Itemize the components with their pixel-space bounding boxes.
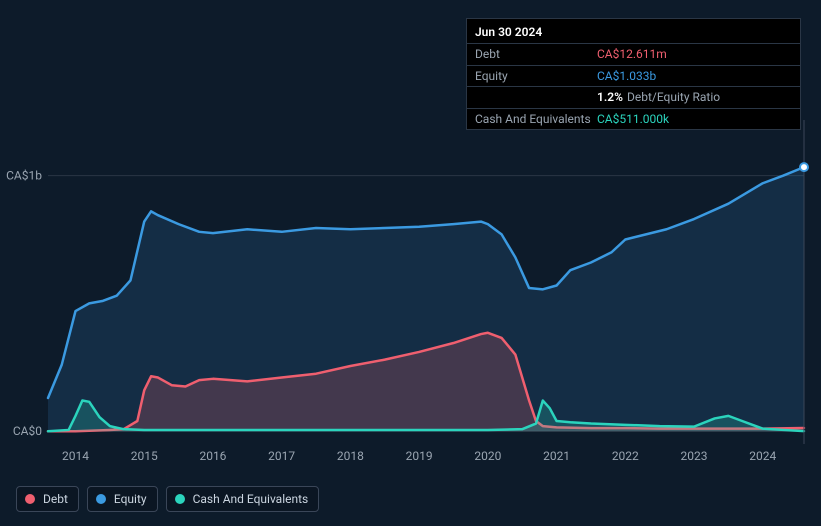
chart-tooltip: Jun 30 2024 DebtCA$12.611mEquityCA$1.033…: [466, 18, 801, 130]
legend-dot: [175, 494, 185, 504]
legend-dot: [25, 494, 35, 504]
x-tick-label: 2015: [131, 449, 158, 463]
tooltip-label: Cash And Equivalents: [475, 112, 597, 126]
tooltip-date: Jun 30 2024: [467, 19, 800, 43]
x-tick-label: 2016: [199, 449, 226, 463]
legend-label: Debt: [43, 492, 68, 506]
tooltip-row: Cash And EquivalentsCA$511.000k: [467, 108, 800, 129]
tooltip-value: CA$511.000k: [597, 112, 669, 126]
x-tick-label: 2014: [62, 449, 89, 463]
x-tick-label: 2019: [406, 449, 433, 463]
legend-label: Cash And Equivalents: [193, 492, 309, 506]
tooltip-ratio-label: Debt/Equity Ratio: [627, 90, 720, 104]
legend-item-debt[interactable]: Debt: [16, 486, 79, 512]
x-tick-label: 2022: [612, 449, 639, 463]
tooltip-value: CA$1.033b: [597, 69, 656, 83]
x-tick-label: 2017: [268, 449, 295, 463]
x-tick-label: 2020: [474, 449, 501, 463]
tooltip-row: 1.2% Debt/Equity Ratio: [467, 86, 800, 107]
legend-item-cash-and-equivalents[interactable]: Cash And Equivalents: [166, 486, 320, 512]
tooltip-label: Debt: [475, 47, 597, 61]
x-tick-label: 2021: [543, 449, 570, 463]
y-tick-label: CA$1b: [6, 169, 42, 183]
marker-dot: [800, 163, 808, 171]
tooltip-ratio-pct: 1.2%: [597, 90, 623, 104]
tooltip-label: Equity: [475, 69, 597, 83]
legend-label: Equity: [114, 492, 147, 506]
x-tick-label: 2023: [681, 449, 708, 463]
tooltip-value: CA$12.611m: [597, 47, 667, 61]
y-tick-label: CA$0: [13, 424, 42, 438]
legend-item-equity[interactable]: Equity: [87, 486, 158, 512]
x-tick-label: 2024: [749, 449, 776, 463]
x-tick-label: 2018: [337, 449, 364, 463]
tooltip-row: EquityCA$1.033b: [467, 65, 800, 86]
tooltip-label: [475, 90, 597, 104]
tooltip-row: DebtCA$12.611m: [467, 43, 800, 64]
chart-legend: Debt Equity Cash And Equivalents: [16, 486, 319, 512]
legend-dot: [96, 494, 106, 504]
